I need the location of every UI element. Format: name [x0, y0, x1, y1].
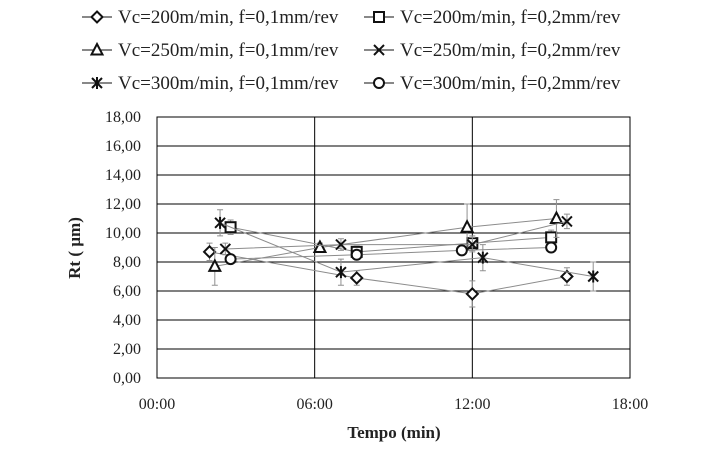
tick-labels: 0,00 2,00 4,00 6,00 8,00 10,00 12,00 14,00 16,00… — [105, 109, 648, 413]
series-line — [214, 218, 557, 267]
data-point — [335, 266, 347, 279]
y-tick-label: 14,00 — [105, 167, 141, 184]
x-tick-label: 12:00 — [454, 396, 490, 413]
data-point — [202, 244, 217, 259]
data-point — [465, 286, 480, 301]
legend-entry: Vc=300m/min, f=0,1mm/rev — [82, 73, 339, 94]
data-point — [459, 219, 475, 233]
series-line — [209, 251, 568, 295]
series-3 — [219, 213, 573, 256]
data-point — [477, 251, 489, 264]
series-4 — [214, 209, 599, 292]
legend-marker — [91, 77, 103, 89]
legend-label: Vc=200m/min, f=0,2mm/rev — [400, 7, 621, 28]
series-line — [230, 226, 552, 253]
series-line — [219, 222, 594, 277]
series-2 — [207, 199, 564, 286]
series-line — [230, 247, 552, 260]
x-axis-title: Tempo (min) — [347, 423, 440, 442]
data-point — [214, 216, 226, 229]
legend-marker — [89, 41, 105, 56]
legend-label: Vc=200m/min, f=0,1mm/rev — [118, 7, 339, 28]
data-point — [335, 238, 347, 251]
data-point — [350, 248, 363, 261]
legend: Vc=200m/min, f=0,1mm/rev Vc=200m/min, f=0… — [82, 7, 621, 94]
legend-marker — [90, 10, 104, 24]
x-tick-label: 18:00 — [612, 396, 648, 413]
data-point — [560, 269, 574, 284]
series-5 — [224, 241, 558, 266]
y-tick-label: 12,00 — [105, 196, 141, 213]
legend-entry: Vc=300m/min, f=0,2mm/rev — [364, 73, 621, 94]
y-tick-label: 4,00 — [113, 312, 141, 329]
data-point — [219, 243, 232, 255]
data-point — [549, 210, 564, 224]
series-layer — [202, 199, 599, 308]
plot-area-frame — [156, 116, 631, 379]
data-point — [561, 215, 573, 228]
data-point — [349, 271, 364, 285]
data-point — [312, 239, 328, 253]
y-tick-label: 16,00 — [105, 138, 141, 155]
series-line — [225, 220, 568, 250]
y-tick-label: 18,00 — [105, 109, 141, 126]
data-point — [587, 270, 599, 283]
y-tick-label: 2,00 — [113, 341, 141, 358]
legend-entry: Vc=200m/min, f=0,2mm/rev — [364, 7, 621, 28]
data-point — [545, 241, 558, 254]
legend-entry: Vc=250m/min, f=0,2mm/rev — [364, 40, 621, 61]
legend-label: Vc=300m/min, f=0,1mm/rev — [118, 73, 339, 94]
y-tick-label: 0,00 — [113, 370, 141, 387]
data-point — [466, 238, 479, 251]
legend-marker — [373, 44, 385, 56]
legend-label: Vc=250m/min, f=0,2mm/rev — [400, 40, 621, 61]
legend-marker — [373, 11, 385, 23]
data-point — [224, 253, 237, 266]
y-tick-label: 10,00 — [105, 225, 141, 242]
data-point — [207, 258, 222, 272]
y-tick-label: 6,00 — [113, 283, 141, 300]
x-tick-label: 06:00 — [296, 396, 332, 413]
legend-marker — [373, 77, 385, 89]
y-axis-title: Rt ( µm) — [65, 217, 84, 279]
legend-entry: Vc=200m/min, f=0,1mm/rev — [82, 7, 339, 28]
legend-label: Vc=250m/min, f=0,1mm/rev — [118, 40, 339, 61]
plot-grid — [156, 116, 631, 379]
data-point — [455, 244, 468, 257]
legend-entry: Vc=250m/min, f=0,1mm/rev — [82, 40, 339, 61]
x-tick-label: 00:00 — [139, 396, 175, 413]
series-0 — [202, 242, 574, 308]
legend-label: Vc=300m/min, f=0,2mm/rev — [400, 73, 621, 94]
y-tick-label: 8,00 — [113, 254, 141, 271]
